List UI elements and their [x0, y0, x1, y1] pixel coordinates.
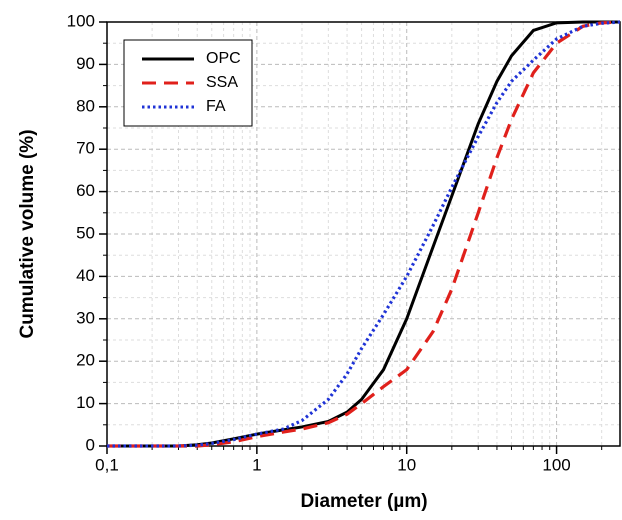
plot-frame — [106, 21, 621, 447]
series-line — [107, 20, 620, 448]
x-tick-label: 1 — [252, 455, 261, 474]
y-tick-label: 40 — [76, 266, 95, 285]
y-tick-label: 10 — [76, 393, 95, 412]
y-tick-label: 90 — [76, 54, 95, 73]
y-tick-label: 80 — [76, 96, 95, 115]
y-tick-label: 30 — [76, 308, 95, 327]
series-line — [107, 20, 621, 448]
legend-label: OPC — [206, 50, 241, 67]
x-tick-label: 0,1 — [95, 455, 119, 474]
x-tick-label: 10 — [397, 455, 416, 474]
y-tick-label: 60 — [76, 181, 95, 200]
x-axis-title: Diameter (µm) — [300, 491, 427, 512]
y-tick-label: 70 — [76, 139, 95, 158]
y-tick-label: 0 — [86, 435, 95, 454]
x-tick-label: 100 — [542, 455, 570, 474]
legend-label: FA — [206, 98, 226, 115]
y-tick-label: 50 — [76, 223, 95, 242]
y-tick-label: 20 — [76, 351, 95, 370]
y-tick-label: 100 — [67, 11, 95, 30]
y-axis-title: Cumulative volume (%) — [17, 129, 38, 338]
legend-label: SSA — [206, 74, 238, 91]
